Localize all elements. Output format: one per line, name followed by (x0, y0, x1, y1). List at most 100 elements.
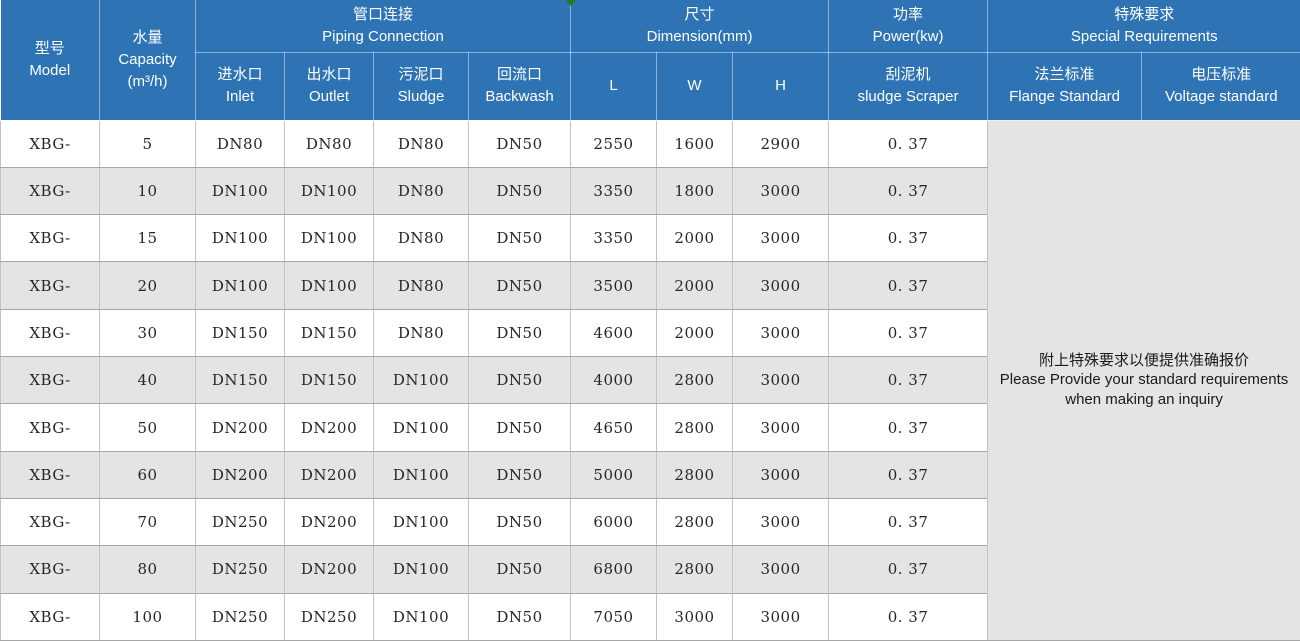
cell-outlet: DN100 (284, 214, 374, 263)
header-power-en: Power(kw) (872, 27, 944, 45)
cell-width: 2800 (656, 450, 734, 500)
cell-outlet: DN100 (284, 261, 374, 310)
cell-inlet: DN250 (195, 497, 285, 547)
header-outlet-en: Outlet (308, 88, 350, 105)
table-header: 型号 Model 水量 Capacity (m³/h) 管口连接 Piping … (0, 0, 1300, 121)
header-special-en: Special Requirements (1070, 27, 1218, 45)
cell-outlet: DN250 (284, 592, 374, 641)
cell-sludge: DN80 (373, 119, 469, 168)
cell-backwash: DN50 (467, 166, 572, 216)
header-flange-en: Flange Standard (1009, 88, 1120, 105)
header-sludge-zh: 污泥口 (398, 66, 444, 84)
cell-sludge: DN100 (373, 450, 469, 500)
cell-power: 0. 37 (828, 166, 989, 216)
cell-backwash: DN50 (467, 545, 572, 594)
cell-capacity: 30 (99, 308, 196, 358)
header-sludge: 污泥口 Sludge (373, 51, 469, 121)
header-inlet: 进水口 Inlet (195, 51, 285, 121)
header-capacity-unit: (m³/h) (127, 72, 168, 90)
cell-capacity: 10 (99, 166, 196, 216)
cell-sludge: DN100 (373, 497, 469, 547)
header-sludge-en: Sludge (397, 88, 445, 105)
cell-outlet: DN150 (284, 356, 374, 405)
cell-length: 4000 (570, 356, 658, 405)
cell-inlet: DN100 (195, 166, 285, 216)
cell-length: 6800 (570, 545, 658, 594)
cell-model: XBG- (0, 119, 100, 168)
cell-inlet: DN80 (195, 119, 285, 168)
cell-backwash: DN50 (467, 497, 572, 547)
cell-sludge: DN80 (373, 308, 469, 358)
header-model-zh: 型号 (34, 40, 65, 57)
table-row: XBG- 20 DN100 DN100 DN80 DN50 3500 2000 … (0, 261, 1300, 310)
cell-power: 0. 37 (828, 214, 989, 263)
cell-height: 3000 (732, 261, 830, 310)
cell-length: 4600 (570, 308, 658, 358)
cell-inlet: DN200 (195, 450, 285, 500)
table-row: XBG- 5 DN80 DN80 DN80 DN50 2550 1600 290… (0, 119, 1300, 641)
header-model-en: Model (29, 61, 71, 79)
header-piping-zh: 管口连接 (353, 6, 414, 23)
table-body: XBG- 5 DN80 DN80 DN80 DN50 2550 1600 290… (0, 119, 1300, 641)
header-outlet: 出水口 Outlet (284, 51, 374, 121)
header-length: L (570, 51, 658, 121)
cell-power: 0. 37 (828, 545, 989, 594)
header-height-label: H (775, 77, 786, 95)
cell-height: 3000 (732, 545, 830, 594)
cell-capacity: 100 (99, 592, 196, 641)
header-piping-connection: 管口连接 Piping Connection (194, 0, 572, 53)
table-row: XBG- 10 DN100 DN100 DN80 DN50 3350 1800 … (0, 166, 1300, 216)
cell-sludge: DN80 (373, 214, 469, 263)
header-inlet-zh: 进水口 (217, 66, 263, 84)
note-line-zh: 附上特殊要求以便提供准确报价 (1039, 350, 1250, 369)
cell-power: 0. 37 (828, 356, 989, 405)
cell-height: 2900 (732, 119, 830, 168)
header-dimension: 尺寸 Dimension(mm) (570, 0, 830, 53)
cell-sludge: DN100 (373, 356, 469, 405)
header-outlet-zh: 出水口 (306, 66, 352, 84)
header-dimension-en: Dimension(mm) (646, 27, 753, 45)
cell-capacity: 5 (99, 119, 196, 168)
cell-sludge: DN100 (373, 403, 469, 452)
header-flange-standard: 法兰标准 Flange Standard (987, 51, 1143, 121)
table-row: XBG- 60 DN200 DN200 DN100 DN50 5000 2800… (0, 450, 1300, 500)
cell-width: 1600 (656, 119, 734, 168)
cell-sludge: DN80 (373, 166, 469, 216)
header-capacity-zh: 水量 (132, 29, 163, 47)
cell-length: 6000 (570, 497, 658, 547)
table-row: XBG- 40 DN150 DN150 DN100 DN50 4000 2800… (0, 356, 1300, 405)
header-special-zh: 特殊要求 (1114, 6, 1175, 23)
cell-width: 2800 (656, 545, 734, 594)
note-line-en1: Please Provide your standard requirement… (999, 371, 1289, 389)
cell-inlet: DN250 (195, 545, 285, 594)
header-width: W (656, 51, 734, 121)
cell-height: 3000 (732, 592, 830, 641)
cell-capacity: 60 (99, 450, 196, 500)
cell-inlet: DN150 (195, 356, 285, 405)
header-dimension-zh: 尺寸 (684, 6, 715, 23)
cell-backwash: DN50 (467, 261, 572, 310)
header-sludge-scraper: 刮泥机 sludge Scraper (828, 51, 989, 121)
table-row: XBG- 100 DN250 DN250 DN100 DN50 7050 300… (0, 592, 1300, 641)
cell-length: 5000 (570, 450, 658, 500)
table-row: XBG- 15 DN100 DN100 DN80 DN50 3350 2000 … (0, 214, 1300, 263)
cell-width: 2000 (656, 214, 734, 263)
cell-capacity: 80 (99, 545, 196, 594)
cell-inlet: DN100 (195, 261, 285, 310)
cell-sludge: DN100 (373, 545, 469, 594)
cell-outlet: DN80 (284, 119, 374, 168)
cell-height: 3000 (732, 308, 830, 358)
cell-model: XBG- (0, 497, 100, 547)
cell-height: 3000 (732, 403, 830, 452)
cell-backwash: DN50 (467, 450, 572, 500)
cell-model: XBG- (0, 308, 100, 358)
cell-capacity: 70 (99, 497, 196, 547)
green-corner-marker (566, 0, 576, 6)
cell-backwash: DN50 (467, 592, 572, 641)
cell-power: 0. 37 (828, 261, 989, 310)
cell-width: 2800 (656, 356, 734, 405)
cell-backwash: DN50 (467, 119, 572, 168)
cell-length: 7050 (570, 592, 658, 641)
